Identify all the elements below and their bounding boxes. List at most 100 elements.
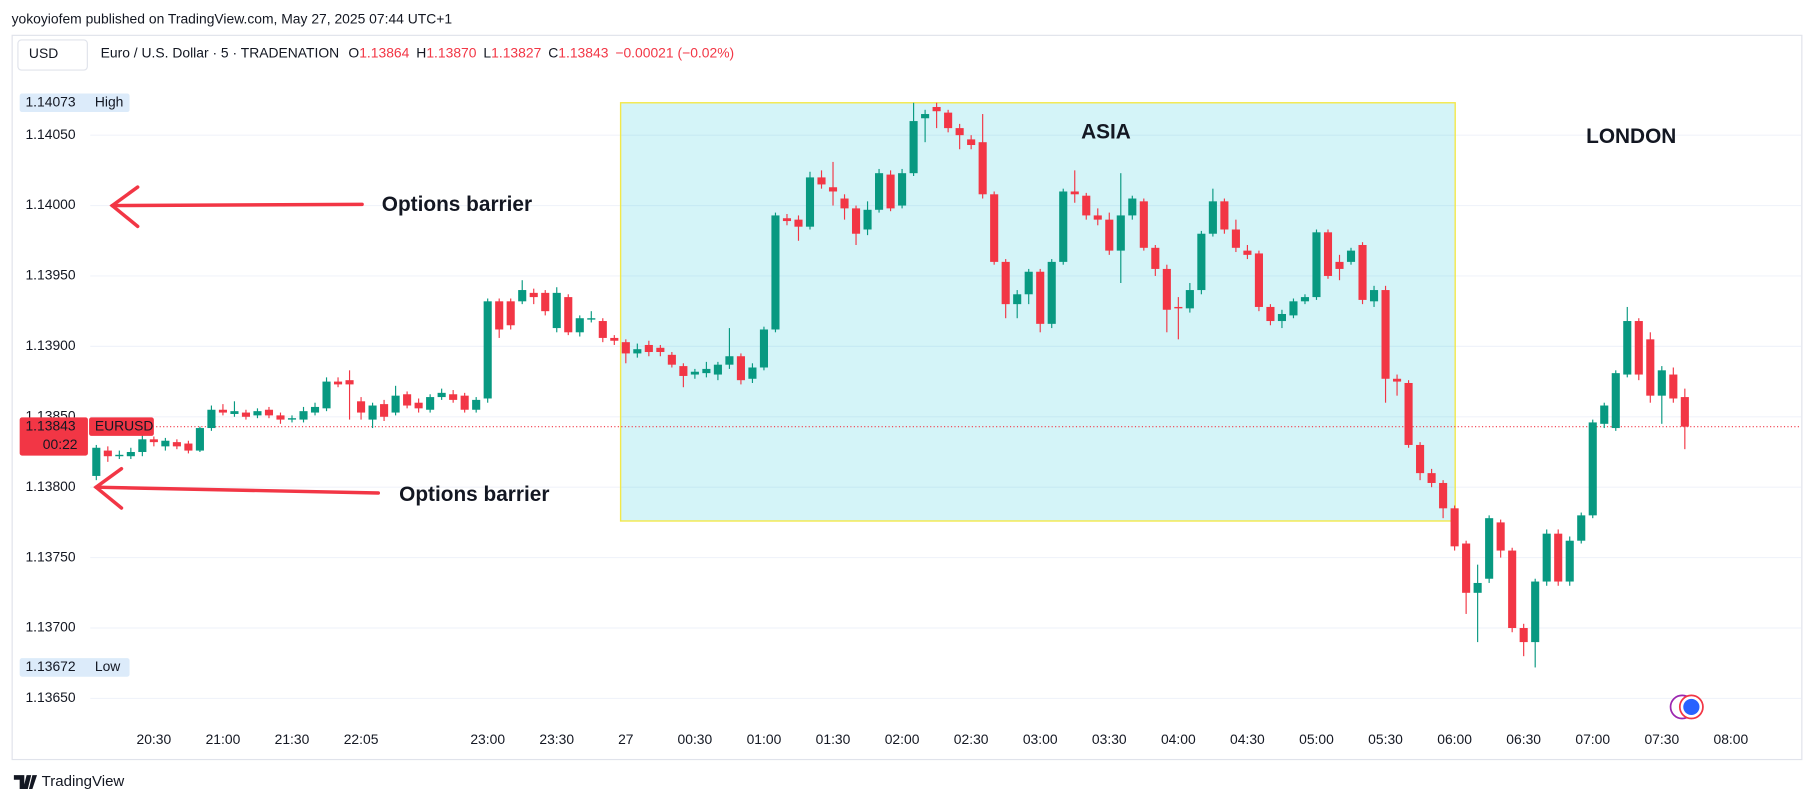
candle-body: [1105, 219, 1114, 251]
currency-box[interactable]: [17, 39, 88, 71]
candle-body: [944, 112, 953, 129]
candle-body: [391, 395, 400, 413]
candle-body: [138, 439, 147, 452]
candle-body: [1381, 290, 1390, 379]
x-tick-label: 04:30: [1230, 731, 1265, 747]
candle-body: [1577, 515, 1586, 541]
candle-body: [610, 337, 619, 341]
candle-body: [552, 292, 561, 329]
barrier-label: Options barrier: [399, 483, 549, 506]
candle-body: [805, 177, 815, 227]
candle-body: [898, 173, 907, 206]
candle-body: [1208, 201, 1217, 234]
candle-body: [1680, 397, 1689, 427]
candle-body: [633, 349, 642, 354]
candle-body: [1082, 195, 1091, 216]
candle-body: [1300, 297, 1310, 302]
x-tick-label: 02:00: [885, 731, 920, 747]
candle-body: [184, 443, 193, 451]
currency[interactable]: USD: [29, 45, 58, 61]
arrow-shaft: [110, 202, 364, 208]
candle-body: [1312, 232, 1321, 298]
price-label-value: 1.14073: [25, 93, 75, 109]
plot: 1.136501.137001.137501.138001.138501.139…: [19, 93, 1802, 747]
candle-body: [759, 329, 768, 368]
legend-key: C: [548, 44, 558, 60]
candle-body: [1554, 533, 1563, 582]
x-tick-label: 07:30: [1644, 731, 1679, 747]
candle-body: [1588, 422, 1597, 516]
candle-body: [621, 342, 630, 354]
candle-body: [932, 106, 941, 112]
logo-mark: [13, 775, 38, 790]
candle-body: [909, 121, 918, 174]
x-tick-label: 22:05: [344, 731, 379, 747]
candle-body: [1024, 271, 1033, 295]
legend-key: L: [483, 44, 491, 60]
candle-body: [253, 411, 262, 416]
candle-body: [771, 215, 780, 330]
candle-body: [1462, 543, 1471, 593]
x-tick-label: 08:00: [1714, 731, 1749, 747]
x-tick-label: 06:00: [1437, 731, 1472, 747]
x-tick-label: 05:00: [1299, 731, 1334, 747]
x-tick-label: 27: [618, 731, 634, 747]
candle-body: [161, 440, 170, 447]
candle-body: [1047, 261, 1056, 324]
candle-body: [1519, 628, 1528, 643]
legend-change: −0.00021 (−0.02%): [615, 44, 734, 60]
legend-key: O: [348, 44, 359, 60]
candle-body: [840, 198, 849, 209]
barrier-arrow: [93, 466, 381, 510]
barrier-arrow: [109, 185, 364, 229]
candle-body: [644, 344, 653, 353]
candle-body: [978, 142, 987, 195]
candle-body: [92, 447, 101, 476]
y-tick-label: 1.13650: [25, 689, 75, 705]
candle-body: [1151, 247, 1160, 269]
candle-body: [368, 405, 377, 420]
candle-body: [241, 412, 251, 417]
candle-body: [1427, 473, 1436, 483]
candle-body: [990, 194, 999, 262]
candle-body: [506, 301, 515, 326]
icon-dot: [1683, 698, 1700, 716]
candle-body: [310, 406, 320, 413]
candle-body: [702, 368, 711, 374]
candle-body: [886, 174, 895, 209]
legend-value: 1.13843: [558, 44, 608, 60]
candle-body: [1185, 290, 1194, 309]
candle-body: [195, 428, 204, 451]
candle-body: [1231, 229, 1240, 248]
symbol-box: [89, 417, 154, 436]
candle-body: [126, 451, 135, 457]
candle-body: [1323, 232, 1333, 276]
candle-body: [472, 399, 481, 410]
candle-body: [1139, 201, 1148, 248]
candle-body: [1093, 215, 1102, 220]
candle-body: [1473, 582, 1482, 593]
y-tick-label: 1.13800: [25, 478, 75, 494]
candle-body: [403, 394, 412, 406]
x-tick-label: 23:30: [539, 731, 574, 747]
candle-body: [1496, 522, 1505, 551]
published-note: yokoyiofem published on TradingView.com,…: [12, 10, 453, 26]
candle-body: [149, 439, 158, 443]
candle-body: [230, 411, 239, 414]
candle-body: [921, 114, 930, 119]
x-tick-label: 21:30: [275, 731, 310, 747]
candle-body: [1036, 271, 1045, 324]
candle-body: [1416, 444, 1425, 474]
candle-body: [1335, 261, 1344, 269]
candle-body: [1369, 290, 1379, 302]
clock-icon[interactable]: [1669, 694, 1704, 720]
candle-body: [587, 318, 596, 320]
candle-body: [218, 409, 227, 413]
candle-body: [725, 356, 734, 365]
x-tick-label: 06:30: [1506, 731, 1541, 747]
candle-body: [333, 381, 343, 385]
candle-body: [1346, 250, 1356, 262]
candle-body: [1623, 321, 1632, 375]
